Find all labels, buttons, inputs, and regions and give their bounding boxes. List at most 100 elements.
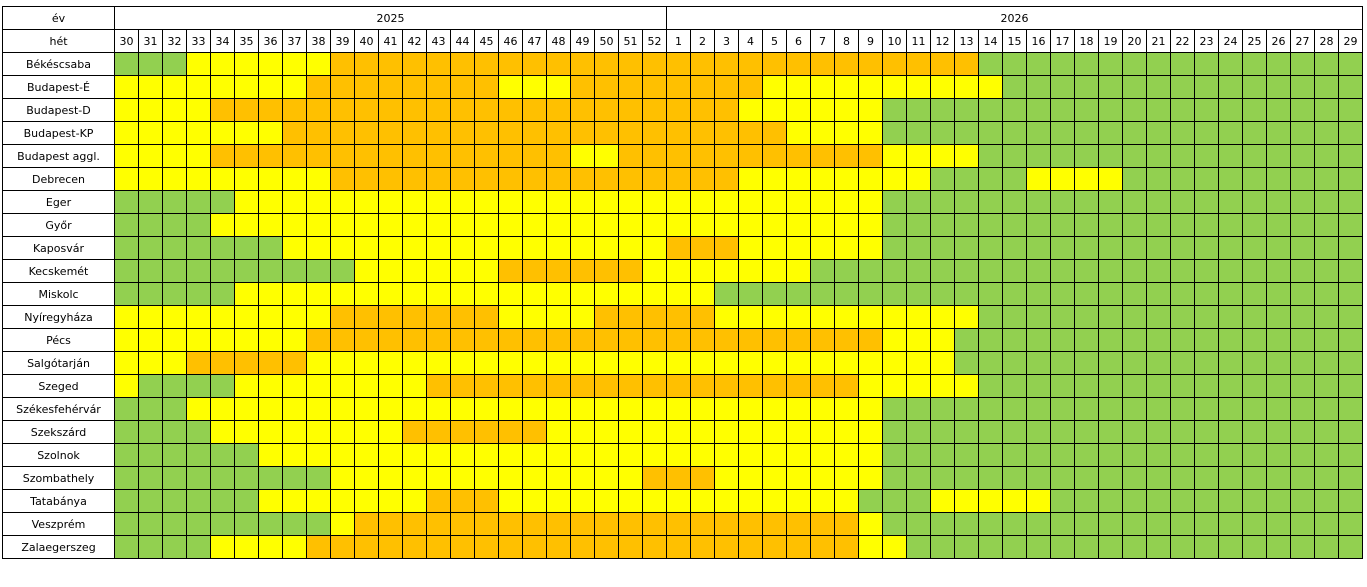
- heatmap-cell: [1194, 259, 1219, 283]
- heatmap-cell: [666, 75, 691, 99]
- heatmap-cell: [570, 98, 595, 122]
- heatmap-cell: [882, 420, 907, 444]
- city-label: Budapest-D: [2, 98, 115, 122]
- heatmap-cell: [426, 98, 451, 122]
- week-header-cell: 40: [354, 29, 379, 53]
- heatmap-cell: [642, 144, 667, 168]
- heatmap-cell: [882, 466, 907, 490]
- heatmap-cell: [690, 512, 715, 536]
- heatmap-cell: [978, 259, 1003, 283]
- heatmap-cell: [930, 52, 955, 76]
- week-header-cell: 47: [522, 29, 547, 53]
- heatmap-cell: [1002, 213, 1027, 237]
- week-header-cell: 30: [114, 29, 139, 53]
- heatmap-cell: [450, 305, 475, 329]
- heatmap-cell: [714, 420, 739, 444]
- heatmap-cell: [1242, 512, 1267, 536]
- heatmap-cell: [882, 397, 907, 421]
- heatmap-cell: [906, 213, 931, 237]
- heatmap-cell: [474, 328, 499, 352]
- heatmap-cell: [1170, 75, 1195, 99]
- heatmap-cell: [1074, 259, 1099, 283]
- city-row: Nyíregyháza: [2, 305, 1363, 329]
- week-header-cell: 12: [930, 29, 955, 53]
- heatmap-cell: [186, 144, 211, 168]
- heatmap-cell: [834, 259, 859, 283]
- heatmap-cell: [786, 512, 811, 536]
- week-header-cell: 27: [1290, 29, 1315, 53]
- year-header-row: év 2025 2026: [2, 6, 1363, 30]
- city-row: Eger: [2, 190, 1363, 214]
- heatmap-cell: [1026, 305, 1051, 329]
- heatmap-cell: [1026, 328, 1051, 352]
- heatmap-cell: [1218, 397, 1243, 421]
- heatmap-cell: [546, 374, 571, 398]
- heatmap-cell: [546, 305, 571, 329]
- heatmap-cell: [402, 535, 427, 559]
- heatmap-cell: [474, 443, 499, 467]
- heatmap-cell: [1290, 374, 1315, 398]
- heatmap-cell: [1218, 351, 1243, 375]
- heatmap-cell: [1074, 535, 1099, 559]
- city-row: Budapest aggl.: [2, 144, 1363, 168]
- heatmap-cell: [762, 305, 787, 329]
- heatmap-cell: [498, 190, 523, 214]
- week-corner-label: hét: [2, 29, 115, 53]
- heatmap-cell: [426, 328, 451, 352]
- heatmap-cell: [762, 443, 787, 467]
- heatmap-cell: [522, 397, 547, 421]
- city-label: Székesfehérvár: [2, 397, 115, 421]
- heatmap-cell: [354, 98, 379, 122]
- heatmap-cell: [1050, 282, 1075, 306]
- heatmap-cell: [1266, 512, 1291, 536]
- heatmap-cell: [522, 512, 547, 536]
- heatmap-cell: [834, 305, 859, 329]
- heatmap-cell: [1290, 305, 1315, 329]
- heatmap-cell: [1170, 52, 1195, 76]
- heatmap-cell: [570, 121, 595, 145]
- heatmap-cell: [642, 236, 667, 260]
- heatmap-cell: [714, 443, 739, 467]
- heatmap-cell: [954, 535, 979, 559]
- heatmap-cell: [1338, 443, 1363, 467]
- heatmap-cell: [1218, 52, 1243, 76]
- heatmap-cell: [1002, 282, 1027, 306]
- heatmap-cell: [642, 75, 667, 99]
- heatmap-cell: [282, 512, 307, 536]
- heatmap-cell: [570, 374, 595, 398]
- heatmap-cell: [786, 52, 811, 76]
- heatmap-cell: [1338, 282, 1363, 306]
- heatmap-cell: [1026, 190, 1051, 214]
- heatmap-cell: [1242, 466, 1267, 490]
- heatmap-cell: [882, 443, 907, 467]
- heatmap-cell: [738, 443, 763, 467]
- heatmap-cell: [1194, 190, 1219, 214]
- heatmap-cell: [138, 374, 163, 398]
- heatmap-cell: [306, 190, 331, 214]
- heatmap-cell: [1338, 213, 1363, 237]
- heatmap-cell: [1050, 351, 1075, 375]
- heatmap-cell: [618, 351, 643, 375]
- heatmap-cell: [546, 420, 571, 444]
- week-header-cell: 4: [738, 29, 763, 53]
- heatmap-cell: [354, 443, 379, 467]
- city-row: Budapest-É: [2, 75, 1363, 99]
- heatmap-cell: [1002, 305, 1027, 329]
- heatmap-cell: [1194, 466, 1219, 490]
- heatmap-cell: [522, 75, 547, 99]
- heatmap-cell: [882, 144, 907, 168]
- heatmap-cell: [1074, 236, 1099, 260]
- heatmap-cell: [906, 512, 931, 536]
- heatmap-cell: [1314, 328, 1339, 352]
- heatmap-cell: [402, 190, 427, 214]
- heatmap-cell: [834, 374, 859, 398]
- heatmap-cell: [1290, 259, 1315, 283]
- heatmap-cell: [666, 305, 691, 329]
- heatmap-cell: [1002, 512, 1027, 536]
- heatmap-cell: [786, 443, 811, 467]
- heatmap-cell: [1074, 282, 1099, 306]
- heatmap-cell: [402, 351, 427, 375]
- heatmap-cell: [114, 213, 139, 237]
- heatmap-cell: [1218, 305, 1243, 329]
- heatmap-cell: [810, 121, 835, 145]
